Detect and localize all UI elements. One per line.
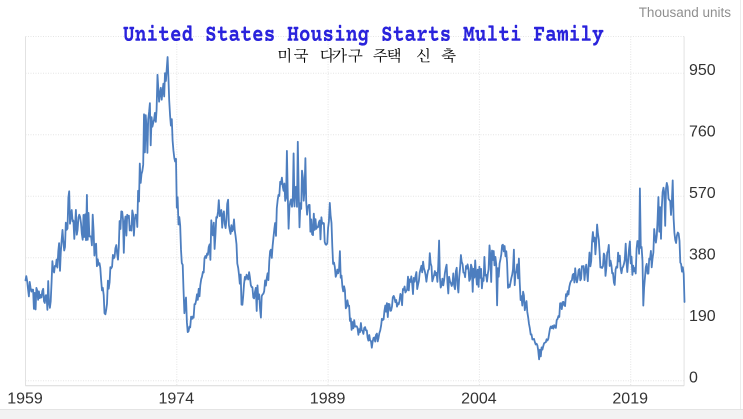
- svg-text:1974: 1974: [159, 391, 195, 408]
- svg-text:1959: 1959: [7, 391, 43, 408]
- svg-text:2019: 2019: [612, 391, 648, 408]
- svg-text:1989: 1989: [310, 391, 346, 408]
- svg-text:570: 570: [689, 185, 716, 202]
- svg-text:760: 760: [689, 124, 716, 141]
- svg-text:2004: 2004: [461, 391, 497, 408]
- svg-text:0: 0: [689, 370, 698, 387]
- svg-text:380: 380: [689, 247, 716, 264]
- svg-text:950: 950: [689, 62, 716, 79]
- svg-text:190: 190: [689, 308, 716, 325]
